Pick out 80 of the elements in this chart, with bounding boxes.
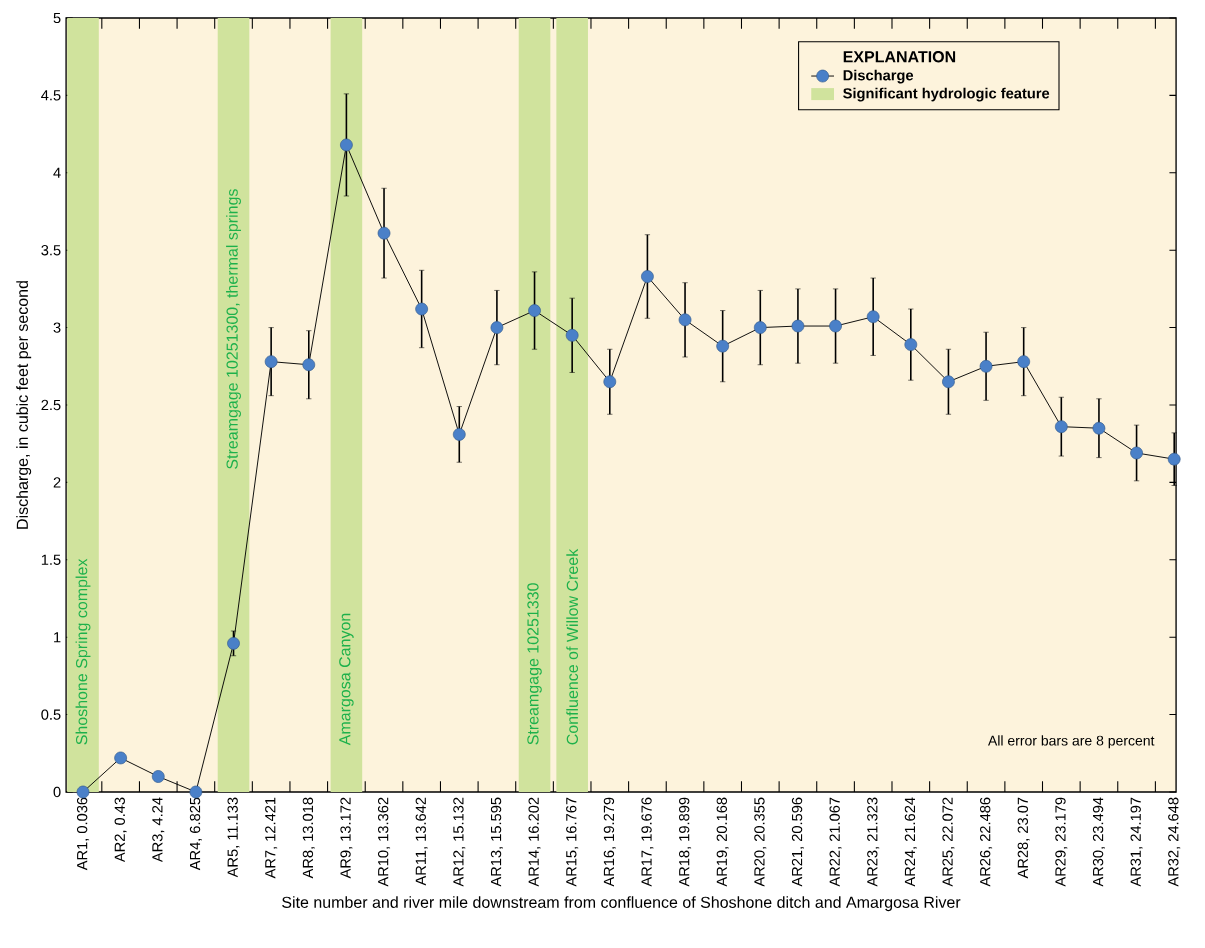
- y-tick-label: 4.5: [41, 90, 61, 101]
- x-tick-label: AR30, 23.494: [1092, 797, 1106, 887]
- point: [415, 302, 428, 316]
- y-tick-label: 1.5: [41, 554, 61, 565]
- y-tick-label: 4: [53, 167, 61, 178]
- point: [1167, 452, 1181, 466]
- x-tick-label: AR5, 11.133: [227, 797, 240, 878]
- x-axis-title: Site number and river mile downstream from confluence of Shoshone ditch and Amargosa River: [282, 896, 961, 912]
- band-label: Streamgage 10251300, thermal springs: [226, 189, 241, 469]
- x-tick-label: AR22, 21.067: [829, 797, 842, 887]
- point: [377, 226, 391, 240]
- point: [753, 321, 767, 334]
- legend-label: Discharge: [843, 69, 914, 84]
- band-label: Shoshone Spring complex: [75, 558, 91, 745]
- point: [490, 321, 504, 334]
- x-tick-label: AR19, 20.168: [716, 797, 729, 887]
- x-tick-label: AR2, 0.43: [114, 797, 127, 863]
- x-tick-label: AR29, 23.179: [1055, 797, 1068, 887]
- annotation: All error bars are 8 percent: [988, 735, 1155, 749]
- point: [866, 310, 880, 324]
- x-tick-label: AR23, 21.323: [867, 797, 880, 887]
- point: [452, 428, 466, 441]
- x-tick-label: AR24, 21.624: [904, 797, 917, 887]
- point: [716, 339, 730, 353]
- x-tick-label: AR18, 19.899: [679, 797, 692, 887]
- point: [114, 751, 127, 765]
- point: [829, 319, 842, 333]
- y-tick-label: 2: [53, 477, 61, 488]
- y-tick-label: 0.5: [41, 709, 61, 720]
- y-tick-label: 2.5: [41, 399, 61, 411]
- point: [302, 358, 316, 372]
- band-label: Streamgage 10251330: [527, 583, 542, 745]
- point: [1130, 446, 1143, 460]
- point: [528, 304, 541, 317]
- x-tick-label: AR17, 19.676: [641, 797, 654, 887]
- point: [603, 375, 617, 389]
- x-tick-label: AR9, 13.172: [340, 797, 353, 879]
- point: [151, 770, 165, 783]
- x-tick-label: AR26, 22.486: [980, 797, 993, 887]
- x-tick-label: AR15, 16.767: [566, 797, 579, 887]
- x-tick-label: AR32, 24.648: [1168, 797, 1181, 887]
- point: [641, 270, 654, 283]
- y-tick-label: 1: [54, 632, 61, 643]
- point: [264, 355, 278, 368]
- band-label: Confluence of Willow Creek: [566, 548, 579, 745]
- legend-title: EXPLANATION: [843, 51, 956, 63]
- x-tick-label: AR11, 13.642: [415, 797, 428, 886]
- x-tick-label: AR31, 24.197: [1130, 797, 1143, 887]
- x-tick-label: AR3, 4.24: [152, 797, 165, 863]
- x-tick-label: AR7, 12.421: [265, 797, 278, 879]
- y-tick-label: 3: [53, 322, 61, 333]
- x-tick-label: AR1, 0.036: [76, 797, 90, 871]
- point: [340, 138, 353, 152]
- point: [791, 319, 805, 333]
- x-tick-label: AR8, 13.018: [302, 797, 315, 879]
- x-tick-label: AR28, 23.07: [1017, 797, 1030, 879]
- y-tick-label: 3.5: [41, 245, 61, 256]
- x-tick-label: AR21, 20.596: [791, 797, 804, 887]
- point: [565, 328, 579, 342]
- x-tick-label: AR25, 22.072: [942, 797, 955, 887]
- point: [904, 338, 918, 351]
- x-tick-label: AR14, 16.202: [528, 797, 541, 887]
- x-tick-label: AR12, 15.132: [453, 797, 466, 887]
- band-label: Amargosa Canyon: [339, 613, 354, 746]
- point: [942, 375, 955, 389]
- y-tick-label: 5: [53, 12, 61, 24]
- y-tick-label: 0: [53, 786, 61, 798]
- y-axis-title: Discharge, in cubic feet per second: [16, 281, 32, 529]
- point: [678, 313, 692, 327]
- x-tick-label: AR16, 19.279: [603, 797, 616, 887]
- x-tick-label: AR13, 15.595: [490, 797, 503, 887]
- x-tick-label: AR4, 6.825: [189, 797, 202, 871]
- point: [979, 359, 993, 373]
- x-tick-label: AR10, 13.362: [377, 797, 391, 887]
- point: [1092, 421, 1106, 435]
- annotation: Significant hydrologic feature: [843, 87, 1050, 102]
- point: [227, 637, 240, 650]
- point: [1017, 355, 1031, 368]
- x-tick-label: AR20, 20.355: [754, 797, 767, 887]
- point: [1054, 420, 1068, 433]
